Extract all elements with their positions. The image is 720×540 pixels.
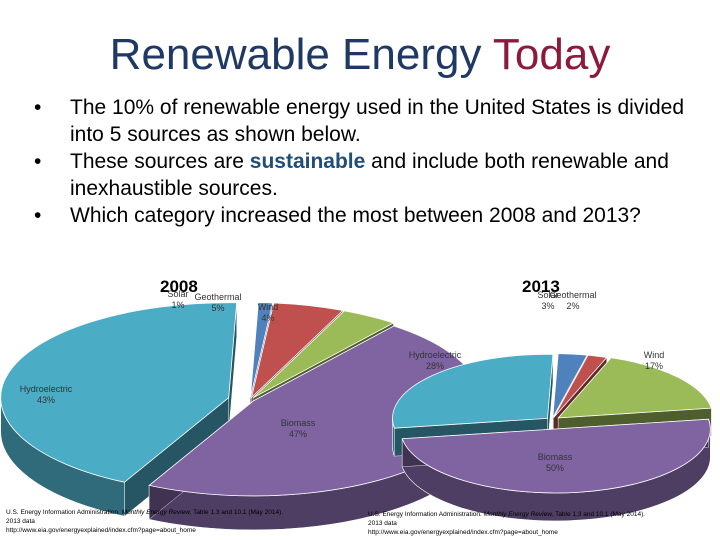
source-journal: Monthly Energy Review,: [121, 509, 192, 516]
slice-biomass: [401, 418, 711, 494]
bullet-dot: •: [34, 96, 42, 119]
slice-solar: [552, 353, 588, 418]
slice-hydroelectric: [0, 302, 238, 483]
chart-year-title: 2008: [160, 277, 198, 296]
data-label-wind: Wind 4%: [258, 302, 279, 323]
slice-geothermal: [250, 302, 344, 399]
bullet-item: • The 10% of renewable energy used in th…: [28, 94, 708, 148]
bullet-item: • These sources are sustainable and incl…: [28, 148, 708, 202]
data-label-geothermal: Geothermal 5%: [194, 292, 241, 313]
bullet-dot: •: [34, 204, 42, 227]
source-note-2013: U.S. Energy Information Administration. …: [368, 510, 648, 537]
source-prefix: U.S. Energy Information Administration.: [368, 511, 482, 518]
slice-geothermal: [553, 354, 608, 418]
slice-wind: [557, 357, 712, 419]
slice-solar: [249, 302, 274, 398]
bullet-text-post: and include both renewable and inexhaust…: [70, 150, 669, 200]
source-note-2008: U.S. Energy Information Administration. …: [6, 508, 286, 535]
bullet-text-pre: These sources are: [70, 150, 244, 173]
data-label-biomass: Biomass 50%: [538, 452, 573, 473]
data-label-hydroelectric: Hydroelectric 43%: [20, 384, 73, 405]
bullet-text: The 10% of renewable energy used in the …: [70, 96, 685, 146]
data-label-hydroelectric: Hydroelectric 28%: [409, 350, 462, 371]
data-label-wind: Wind 17%: [644, 350, 665, 371]
bullet-list: • The 10% of renewable energy used in th…: [28, 94, 708, 229]
bullet-text: Which category increased the most betwee…: [70, 204, 641, 227]
data-label-geothermal: Geothermal 2%: [549, 290, 596, 311]
data-label-solar: Solar 1%: [167, 289, 188, 310]
bullet-item: • Which category increased the most betw…: [28, 202, 708, 229]
data-label-solar: Solar 3%: [537, 290, 558, 311]
title-accent: Today: [492, 30, 611, 79]
source-journal: Monthly Energy Review,: [483, 511, 554, 518]
slice-wind: [252, 310, 395, 399]
source-rest: Table 1.3 and 10.1 (May 2014). 2013 data: [6, 509, 284, 525]
chart-year-title: 2013: [522, 277, 560, 296]
bullet-dot: •: [34, 150, 42, 173]
title-main: Renewable Energy: [109, 30, 482, 79]
bullet-highlight: sustainable: [249, 150, 366, 173]
source-rest: Table 1.3 and 10.1 (May 2014). 2013 data: [368, 511, 646, 527]
slide-title: Renewable Energy Today: [0, 30, 720, 80]
source-url: http://www.eia.gov/energyexplained/index…: [6, 527, 196, 534]
source-url: http://www.eia.gov/energyexplained/index…: [368, 529, 558, 536]
slice-hydroelectric: [392, 353, 554, 429]
source-prefix: U.S. Energy Information Administration.: [6, 509, 120, 516]
data-label-biomass: Biomass 47%: [281, 418, 316, 439]
